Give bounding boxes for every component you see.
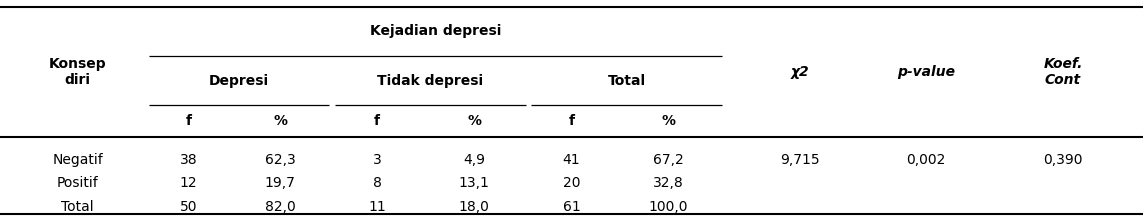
Text: 20: 20 [562, 176, 581, 191]
Text: %: % [273, 114, 287, 128]
Text: %: % [467, 114, 481, 128]
Text: f: f [374, 114, 381, 128]
Text: 13,1: 13,1 [458, 176, 490, 191]
Text: 12: 12 [179, 176, 198, 191]
Text: Depresi: Depresi [209, 74, 269, 88]
Text: p-value: p-value [897, 65, 954, 79]
Text: 19,7: 19,7 [264, 176, 296, 191]
Text: f: f [568, 114, 575, 128]
Text: Konsep
diri: Konsep diri [49, 57, 106, 87]
Text: 4,9: 4,9 [463, 153, 486, 167]
Text: Kejadian depresi: Kejadian depresi [370, 24, 501, 38]
Text: 8: 8 [373, 176, 382, 191]
Text: 0,390: 0,390 [1044, 153, 1082, 167]
Text: χ2: χ2 [791, 65, 809, 79]
Text: 61: 61 [562, 200, 581, 214]
Text: 82,0: 82,0 [265, 200, 295, 214]
Text: 100,0: 100,0 [649, 200, 688, 214]
Text: 50: 50 [179, 200, 198, 214]
Text: Koef.
Cont: Koef. Cont [1044, 57, 1082, 87]
Text: 67,2: 67,2 [654, 153, 684, 167]
Text: 38: 38 [179, 153, 198, 167]
Text: 3: 3 [373, 153, 382, 167]
Text: 32,8: 32,8 [654, 176, 684, 191]
Text: Total: Total [62, 200, 94, 214]
Text: f: f [185, 114, 192, 128]
Text: 62,3: 62,3 [265, 153, 295, 167]
Text: Negatif: Negatif [53, 153, 103, 167]
Text: 9,715: 9,715 [781, 153, 820, 167]
Text: 41: 41 [562, 153, 581, 167]
Text: 11: 11 [368, 200, 386, 214]
Text: %: % [662, 114, 676, 128]
Text: Total: Total [608, 74, 646, 88]
Text: Positif: Positif [57, 176, 98, 191]
Text: 18,0: 18,0 [458, 200, 490, 214]
Text: Tidak depresi: Tidak depresi [377, 74, 483, 88]
Text: 0,002: 0,002 [906, 153, 945, 167]
